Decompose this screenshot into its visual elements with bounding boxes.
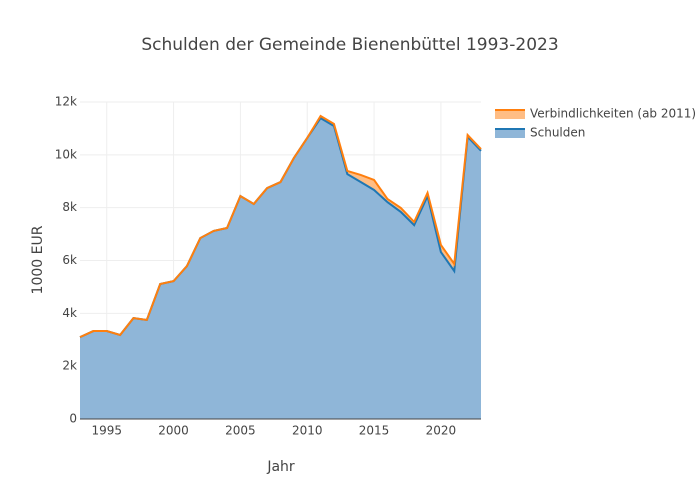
y-tick-label: 10k: [55, 147, 77, 161]
legend-label: Verbindlichkeiten (ab 2011): [530, 107, 696, 121]
y-tick-label: 12k: [55, 95, 77, 109]
legend-swatch: [495, 128, 525, 138]
line: [79, 114, 482, 339]
y-axis-title: 1000 EUR: [30, 225, 46, 294]
y-tick-label: 4k: [62, 306, 77, 320]
x-tick-label: 2015: [359, 424, 390, 438]
x-tick-label: 2005: [225, 424, 256, 438]
x-tick-label: 2010: [292, 424, 323, 438]
y-tick-label: 0: [69, 412, 77, 426]
area: [80, 118, 481, 419]
x-tick-label: 2020: [426, 424, 457, 438]
legend-swatch: [495, 109, 525, 119]
x-tick-label: 1995: [91, 424, 122, 438]
y-tick-label: 6k: [62, 253, 77, 267]
chart-title: Schulden der Gemeinde Bienenbüttel 1993-…: [141, 35, 558, 55]
y-tick-label: 2k: [62, 359, 77, 373]
x-axis-title: Jahr: [266, 459, 295, 475]
y-tick-label: 8k: [62, 200, 77, 214]
x-tick-label: 2000: [158, 424, 189, 438]
legend-label: Schulden: [530, 126, 585, 140]
